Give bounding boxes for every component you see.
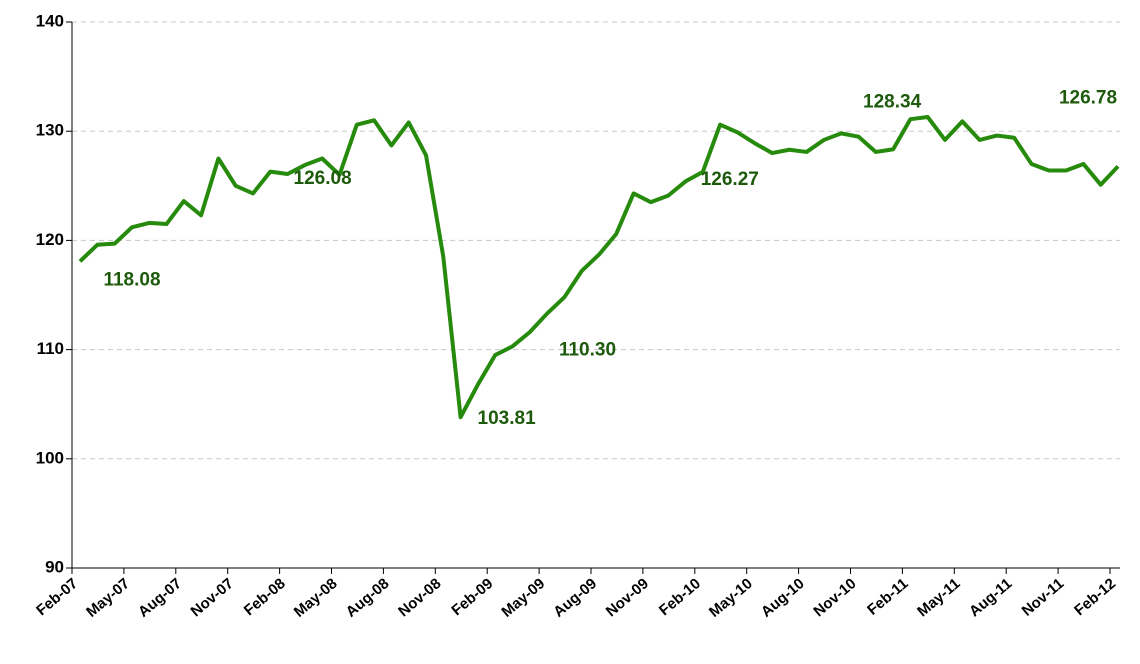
x-tick-label: Feb-09 bbox=[448, 575, 496, 619]
x-tick-label: Aug-09 bbox=[550, 575, 600, 621]
x-tick-label: May-07 bbox=[83, 575, 133, 621]
data-line bbox=[78, 115, 1120, 420]
data-label: 128.34 bbox=[863, 91, 922, 112]
y-tick-label: 110 bbox=[37, 339, 64, 358]
x-tick-label: May-11 bbox=[914, 575, 963, 620]
y-tick-label: 130 bbox=[36, 121, 64, 140]
x-tick-label: Nov-07 bbox=[188, 575, 237, 620]
x-tick-label: May-08 bbox=[291, 575, 341, 621]
data-label: 126.27 bbox=[701, 169, 759, 190]
x-tick-label: Feb-08 bbox=[241, 575, 289, 619]
x-tick-label: Nov-08 bbox=[395, 575, 444, 620]
data-label: 126.08 bbox=[294, 168, 352, 189]
x-tick-label: Aug-10 bbox=[758, 575, 808, 621]
y-tick-label: 120 bbox=[36, 230, 64, 249]
y-tick-label: 140 bbox=[36, 11, 64, 30]
data-label: 118.08 bbox=[103, 269, 160, 290]
x-tick-label: Nov-11 bbox=[1019, 575, 1068, 620]
x-tick-label: Nov-10 bbox=[810, 575, 859, 620]
x-tick-label: Feb-11 bbox=[864, 575, 911, 619]
data-label: 103.81 bbox=[478, 408, 537, 429]
x-tick-label: Feb-07 bbox=[33, 575, 81, 619]
y-tick-label: 100 bbox=[36, 448, 64, 467]
data-label: 126.78 bbox=[1059, 87, 1117, 108]
x-tick-label: Aug-07 bbox=[135, 575, 185, 621]
x-tick-label: Aug-08 bbox=[343, 575, 393, 621]
x-tick-label: Feb-12 bbox=[1071, 575, 1119, 619]
x-tick-label: May-10 bbox=[706, 575, 756, 621]
x-tick-label: Nov-09 bbox=[603, 575, 652, 620]
y-tick-label: 90 bbox=[45, 557, 64, 576]
x-tick-label: Feb-10 bbox=[656, 575, 704, 619]
x-tick-label: May-09 bbox=[498, 575, 548, 621]
data-label: 110.30 bbox=[559, 339, 616, 360]
x-tick-label: Aug-11 bbox=[966, 575, 1015, 620]
